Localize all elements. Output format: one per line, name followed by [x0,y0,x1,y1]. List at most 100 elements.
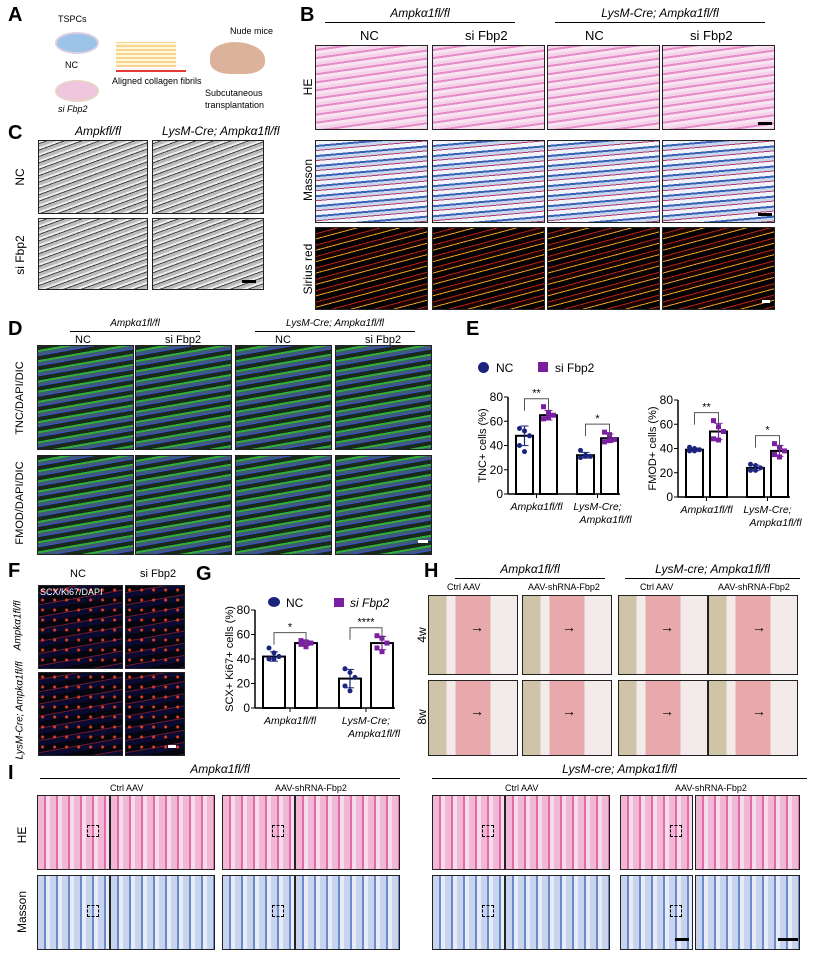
data-point [748,467,753,473]
bar-nc [685,448,704,498]
micrograph [295,795,400,870]
data-point [374,645,380,651]
col-nc: NC [585,28,604,43]
legend-nc: NC [496,361,514,375]
col-si: si Fbp2 [690,28,733,43]
row-tnc: TNC/DAPI/DIC [14,361,26,435]
zoom-region-box [482,905,494,917]
y-tick-label: 0 [243,701,250,715]
micrograph [662,45,775,130]
legend-nc-marker [478,362,489,373]
data-point [266,645,272,651]
data-point [692,448,697,454]
col-ctrl: Ctrl AAV [640,582,674,592]
data-point [298,641,304,647]
scale-bar [675,938,689,941]
y-tick-label: 60 [490,414,504,428]
micrograph [135,455,232,555]
col-si: si Fbp2 [165,334,202,346]
data-point [602,439,607,445]
micrograph [547,45,660,130]
y-tick-label: 80 [490,390,504,404]
arrow-icon: → [752,703,766,719]
nc-dish-label: NC [65,60,78,70]
row-4w: 4w [415,627,429,643]
col-nc: NC [75,334,91,346]
micrograph [37,875,110,950]
data-point [541,404,546,410]
significance-label: ** [532,388,541,400]
y-tick-label: 0 [666,490,673,504]
legend-nc: NC [286,596,304,610]
significance-label: ** [702,402,711,414]
row-sirius: Sirius red [301,243,315,295]
zoom-region-box [87,825,99,837]
header-wt: Ampkα1fl/fl [40,762,400,779]
panel-label-d: D [8,318,23,340]
x-tick-label: Ampkα1fl/fl [263,715,317,727]
micrograph [522,595,612,675]
micrograph [432,140,545,223]
data-point [541,416,546,422]
micrograph [37,795,110,870]
stain-label: SCX/Ki67/DAPI [40,587,103,597]
data-point [711,418,716,424]
micrograph [505,875,610,950]
data-point [517,443,522,448]
data-point [782,448,787,454]
significance-bracket [524,398,549,411]
micrograph [695,875,800,950]
panel-label-f: F [8,560,21,582]
tspcs-label: TSPCs [58,14,87,24]
data-point [721,429,726,435]
col-nc: NC [275,334,291,346]
data-point [758,465,763,471]
micrograph [662,227,775,310]
col-ctrl: Ctrl AAV [110,783,144,793]
micrograph [547,140,660,223]
si-dish-label: si Fbp2 [58,104,88,114]
data-point [271,650,277,656]
legend-si: si Fbp2 [350,596,390,610]
micrograph [662,140,775,223]
data-point [607,438,612,444]
arrow-icon: → [660,703,674,719]
col-ctrl: Ctrl AAV [447,582,481,592]
panel-label-c: C [8,122,23,144]
micrograph [110,795,215,870]
bar-nc [262,655,286,710]
x-tick-label: LysM-Cre; [342,715,390,727]
zoom-region-box [670,825,682,837]
col-nc: NC [360,28,379,43]
data-point [578,447,583,453]
legend-si: si Fbp2 [555,361,595,375]
bar-si-fbp2 [294,642,318,710]
data-point [588,453,593,459]
micrograph [522,680,612,756]
row-nc: NC [13,168,27,186]
y-tick-label: 20 [237,677,251,691]
micrograph [432,227,545,310]
data-point [711,436,716,442]
micrograph [152,218,264,290]
data-point [342,683,348,689]
data-point [777,454,782,460]
scale-bar [242,280,256,283]
header-ko: LysM-cre; Ampkα1fl/fl [432,762,807,779]
micrograph [315,227,428,310]
transplant-label-1: Subcutaneous [205,88,263,98]
significance-label: * [595,413,600,425]
y-tick-label: 40 [237,652,251,666]
scale-bar [758,122,772,125]
bar-si-fbp2 [539,414,558,495]
x-tick-label: Ampkα1fl/fl [748,517,802,529]
data-point [276,654,282,660]
row-fmod: FMOD/DAPI/DIC [14,461,26,545]
micrograph [315,140,428,223]
y-tick-label: 40 [660,442,674,456]
bar-si-fbp2 [600,437,619,495]
x-tick-label: LysM-Cre; [743,504,791,516]
data-point [551,412,556,418]
